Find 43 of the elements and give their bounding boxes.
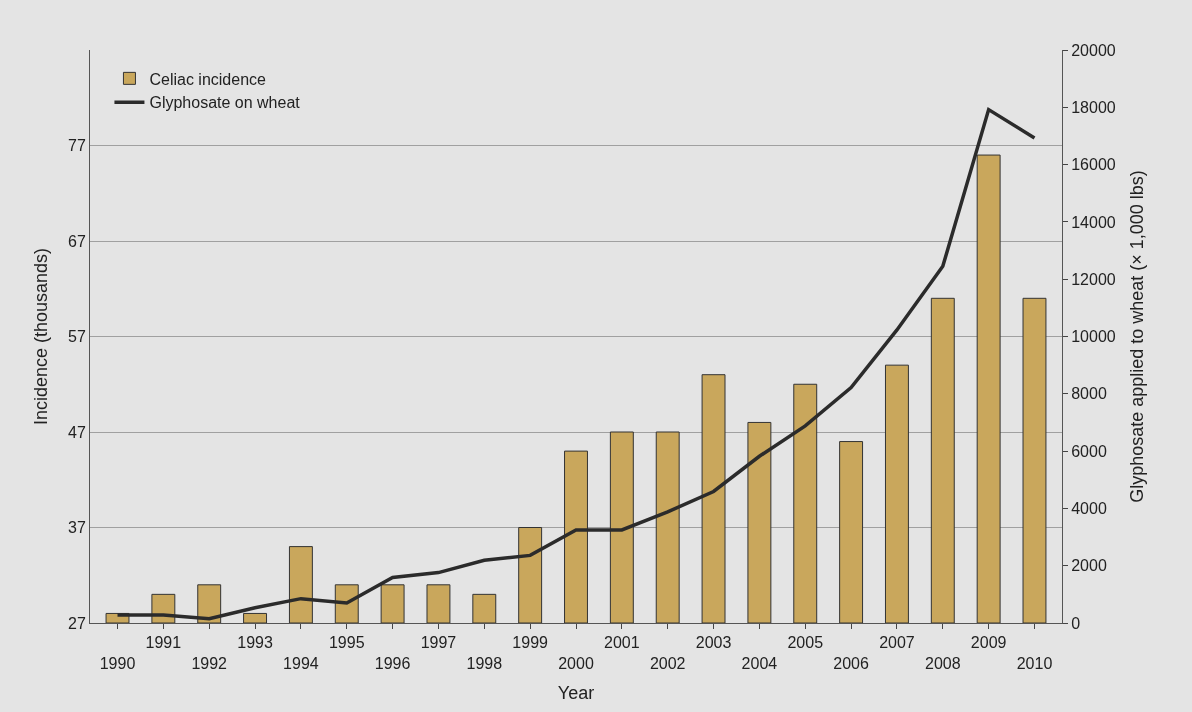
x-tick-label: 1996 (374, 655, 411, 672)
x-tick-label: 2005 (787, 634, 824, 652)
y2-tick-label: 0 (1071, 614, 1081, 632)
y2-tick-label: 20000 (1071, 41, 1116, 59)
legend-label: Glyphosate on wheat (149, 94, 301, 112)
y2-tick-label: 12000 (1071, 270, 1116, 288)
y2-tick-label: 16000 (1071, 156, 1116, 174)
x-tick-label: 1991 (145, 634, 182, 652)
y-tick-label: 67 (68, 232, 86, 250)
y2-tick-label: 14000 (1071, 213, 1116, 231)
x-tick-label: 2009 (970, 634, 1007, 652)
y2-tick-label: 8000 (1071, 385, 1107, 403)
y-tick-label: 77 (68, 137, 86, 155)
x-tick-label: 1997 (420, 634, 457, 652)
y-tick-label: 47 (68, 423, 86, 441)
y2-tick-label: 2000 (1071, 557, 1107, 575)
legend-label: Celiac incidence (149, 70, 267, 88)
x-axis-title: Year (557, 683, 595, 704)
y-tick-label: 27 (68, 614, 86, 632)
x-tick-label: 2007 (879, 634, 915, 652)
y2-tick-label: 10000 (1071, 328, 1116, 346)
y2-tick-label: 18000 (1071, 98, 1116, 116)
x-tick-label: 2004 (741, 655, 778, 672)
y-axis-title: Incidence (thousands) (31, 247, 52, 426)
y2-tick-label: 4000 (1071, 500, 1107, 517)
x-tick-label: 1999 (512, 634, 549, 652)
x-tick-label: 1993 (237, 634, 273, 652)
y2-axis-title: Glyphosate applied to wheat (× 1,000 lbs) (1126, 170, 1147, 503)
x-tick-label: 2001 (604, 634, 640, 652)
x-tick-label: 2003 (695, 634, 732, 652)
x-tick-label: 1994 (283, 655, 319, 672)
x-tick-label: 2006 (833, 655, 869, 672)
x-tick-label: 2008 (924, 655, 961, 672)
x-tick-label: 2000 (558, 655, 594, 672)
x-tick-label: 1995 (328, 634, 365, 652)
y-tick-label: 57 (68, 328, 86, 346)
y2-tick-label: 6000 (1071, 442, 1107, 460)
x-tick-label: 1990 (99, 655, 136, 672)
x-tick-label: 1992 (191, 655, 228, 672)
x-tick-label: 2010 (1016, 655, 1053, 672)
x-tick-label: 2002 (649, 655, 686, 672)
x-tick-label: 1998 (466, 655, 503, 672)
y-tick-label: 37 (68, 519, 86, 537)
